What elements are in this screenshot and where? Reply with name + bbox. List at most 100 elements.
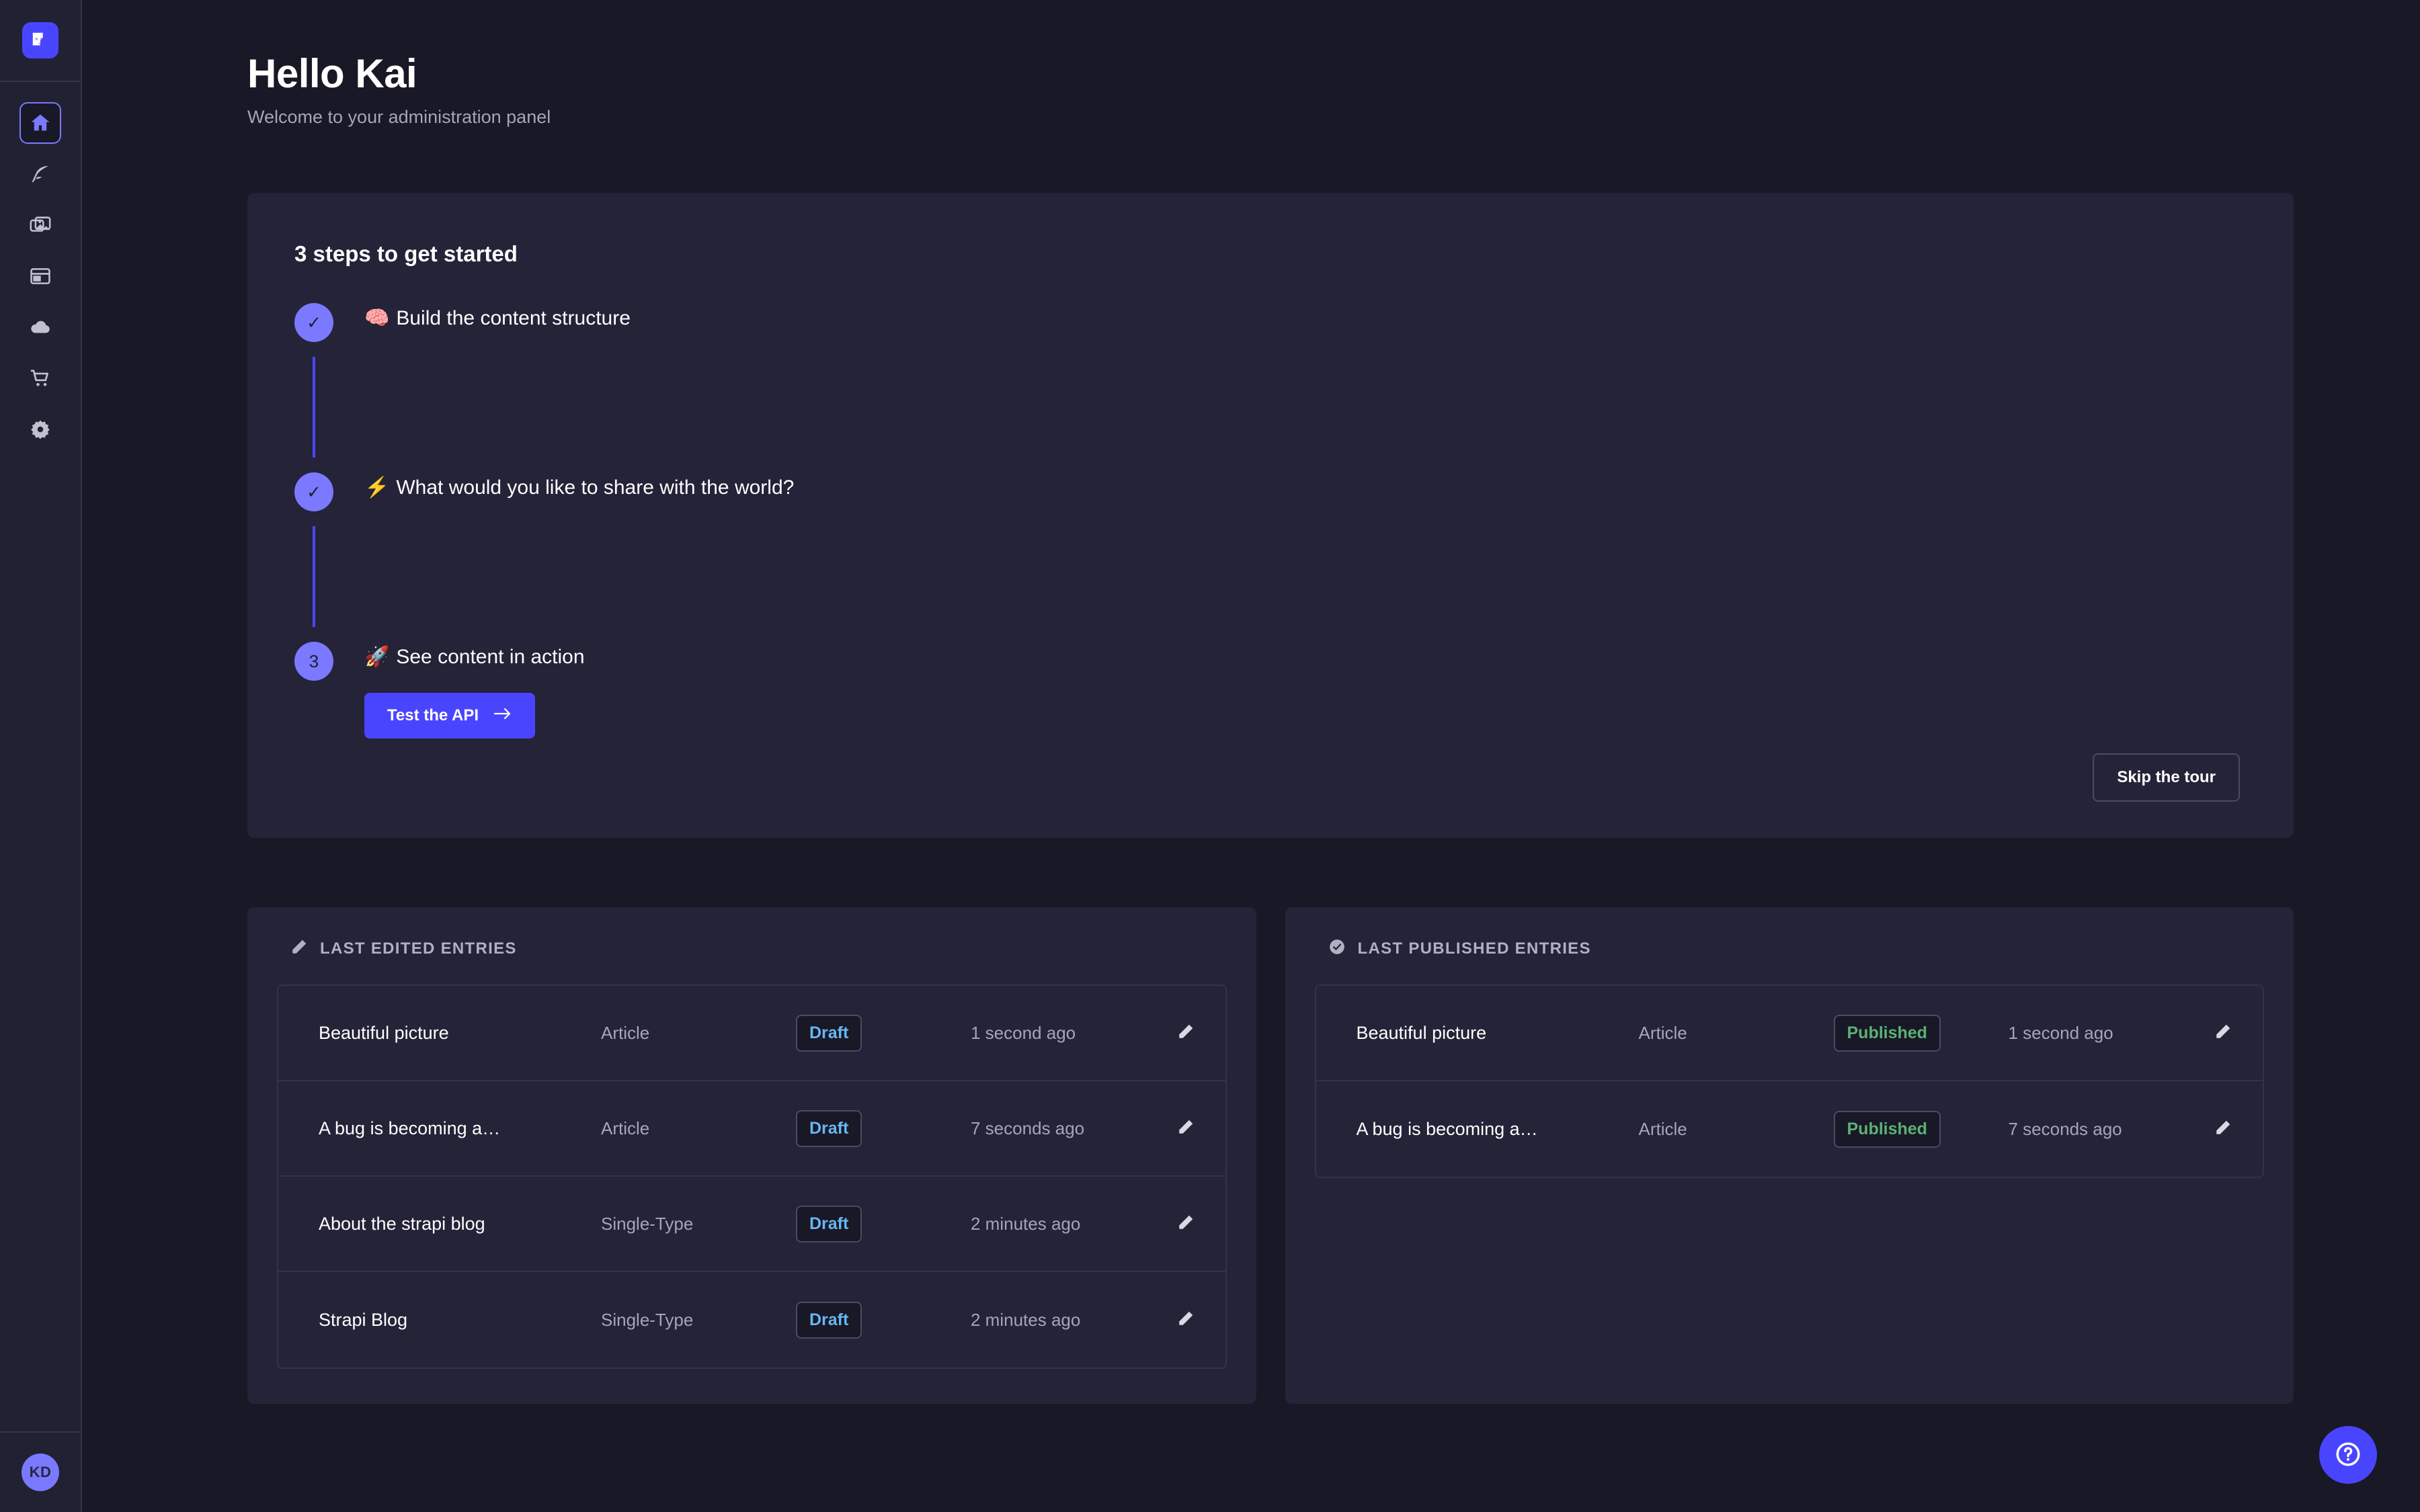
step-number-badge: 3 (294, 642, 333, 681)
panel-title: LAST EDITED ENTRIES (320, 939, 517, 958)
table-row[interactable]: About the strapi blog Single-Type Draft … (278, 1177, 1225, 1273)
edit-entry-button[interactable] (2191, 1023, 2232, 1044)
status-cell: Draft (796, 1301, 971, 1339)
entry-time: 2 minutes ago (971, 1213, 1081, 1234)
entry-name: About the strapi blog (319, 1213, 485, 1234)
onboarding-step-3[interactable]: 3 🚀 See content in action Test the API (294, 642, 2240, 739)
last-edited-entries-panel: LAST EDITED ENTRIES Beautiful picture Ar… (247, 907, 1256, 1404)
sidebar: KD (0, 0, 82, 1512)
onboarding-step-2[interactable]: ✓ ⚡ What would you like to share with the… (294, 472, 2240, 512)
entry-time: 7 seconds ago (2008, 1118, 2122, 1139)
status-badge: Draft (796, 1109, 862, 1147)
layout-icon (29, 265, 52, 288)
question-mark-circle-icon (2334, 1440, 2362, 1470)
entry-name: A bug is becoming a… (1356, 1118, 1538, 1139)
pencil-icon (1177, 1118, 1195, 1139)
sidebar-footer: KD (0, 1431, 81, 1512)
pencil-icon (1177, 1214, 1195, 1234)
check-circle-icon (1328, 938, 1346, 959)
entry-time: 1 second ago (2008, 1022, 2113, 1043)
step-body: 🧠 Build the content structure (364, 303, 631, 330)
entry-panels: LAST EDITED ENTRIES Beautiful picture Ar… (247, 907, 2294, 1404)
edit-entry-button[interactable] (1154, 1310, 1195, 1331)
sidebar-item-marketplace[interactable] (19, 358, 61, 399)
sidebar-item-content-type-builder[interactable] (19, 255, 61, 297)
edit-entry-button[interactable] (2191, 1119, 2232, 1140)
page-header: Hello Kai Welcome to your administration… (247, 0, 2294, 128)
skip-the-tour-button[interactable]: Skip the tour (2093, 753, 2240, 802)
images-icon (29, 214, 52, 237)
entry-type: Article (601, 1118, 650, 1138)
onboarding-steps: ✓ 🧠 Build the content structure ✓ ⚡ What w… (294, 303, 2240, 739)
step-body: ⚡ What would you like to share with the w… (364, 472, 794, 499)
panel-header: LAST EDITED ENTRIES (277, 938, 1227, 959)
entry-type: Single-Type (601, 1309, 694, 1330)
table-row[interactable]: Beautiful picture Article Draft 1 second… (278, 986, 1225, 1082)
step-text: See content in action (396, 646, 585, 669)
step-text: What would you like to share with the wo… (396, 476, 795, 499)
table-row[interactable]: A bug is becoming a… Article Draft 7 sec… (278, 1081, 1225, 1177)
step-label: 🧠 Build the content structure (364, 306, 631, 330)
status-cell: Draft (796, 1014, 971, 1052)
step-text: Build the content structure (396, 307, 631, 330)
sidebar-item-cloud[interactable] (19, 306, 61, 348)
sidebar-item-settings[interactable] (19, 409, 61, 450)
sidebar-item-content-manager[interactable] (19, 153, 61, 195)
cloud-icon (29, 316, 52, 339)
status-badge: Draft (796, 1014, 862, 1052)
entry-name: Strapi Blog (319, 1309, 408, 1330)
status-cell: Published (1833, 1014, 2009, 1052)
test-the-api-button[interactable]: Test the API (364, 693, 536, 739)
panel-header: LAST PUBLISHED ENTRIES (1315, 938, 2265, 959)
step-label: ⚡ What would you like to share with the w… (364, 476, 794, 499)
onboarding-card: 3 steps to get started ✓ 🧠 Build the cont… (247, 193, 2294, 839)
step-check-icon: ✓ (294, 303, 333, 343)
brain-emoji-icon: 🧠 (364, 307, 390, 330)
entry-type: Article (601, 1022, 650, 1043)
edit-entry-button[interactable] (1154, 1023, 1195, 1044)
sidebar-logo-wrap (0, 0, 81, 82)
page-title: Hello Kai (247, 51, 417, 96)
avatar[interactable]: KD (22, 1454, 59, 1491)
skip-tour-wrap: Skip the tour (2093, 753, 2240, 802)
step-label: 🚀 See content in action (364, 645, 585, 669)
entry-time: 1 second ago (971, 1022, 1076, 1043)
arrow-right-icon (493, 706, 512, 725)
onboarding-step-1[interactable]: ✓ 🧠 Build the content structure (294, 303, 2240, 343)
panel-title: LAST PUBLISHED ENTRIES (1357, 939, 1591, 958)
pencil-icon (2214, 1119, 2232, 1140)
entry-type: Article (1638, 1022, 1687, 1043)
step-body: 🚀 See content in action Test the API (364, 642, 585, 739)
sidebar-nav (0, 102, 81, 450)
entry-name: Beautiful picture (319, 1022, 449, 1043)
entry-type: Article (1638, 1118, 1687, 1139)
entries-table: Beautiful picture Article Draft 1 second… (277, 984, 1227, 1370)
pencil-icon (1177, 1310, 1195, 1331)
feather-icon (29, 163, 52, 185)
status-badge: Published (1833, 1014, 1941, 1052)
onboarding-title: 3 steps to get started (294, 241, 518, 267)
page-subtitle: Welcome to your administration panel (247, 107, 551, 128)
entry-name: A bug is becoming a… (319, 1118, 501, 1138)
sidebar-item-media-library[interactable] (19, 204, 61, 246)
entry-time: 7 seconds ago (971, 1118, 1085, 1138)
edit-entry-button[interactable] (1154, 1214, 1195, 1234)
table-row[interactable]: Strapi Blog Single-Type Draft 2 minutes … (278, 1272, 1225, 1368)
table-row[interactable]: A bug is becoming a… Article Published 7… (1316, 1081, 2263, 1177)
status-badge: Draft (796, 1205, 862, 1243)
shopping-cart-icon (29, 367, 52, 390)
help-button[interactable] (2319, 1426, 2377, 1484)
sidebar-item-home[interactable] (19, 102, 61, 144)
entries-table: Beautiful picture Article Published 1 se… (1314, 984, 2264, 1179)
lightning-emoji-icon: ⚡ (364, 476, 390, 499)
last-published-entries-panel: LAST PUBLISHED ENTRIES Beautiful picture… (1285, 907, 2294, 1404)
strapi-logo[interactable] (22, 22, 58, 58)
status-cell: Published (1833, 1110, 2009, 1148)
entry-type: Single-Type (601, 1213, 694, 1234)
table-row[interactable]: Beautiful picture Article Published 1 se… (1316, 986, 2263, 1082)
rocket-emoji-icon: 🚀 (364, 646, 390, 669)
edit-entry-button[interactable] (1154, 1118, 1195, 1139)
entry-name: Beautiful picture (1356, 1022, 1487, 1043)
status-badge: Draft (796, 1301, 862, 1339)
pencil-icon (1177, 1023, 1195, 1044)
